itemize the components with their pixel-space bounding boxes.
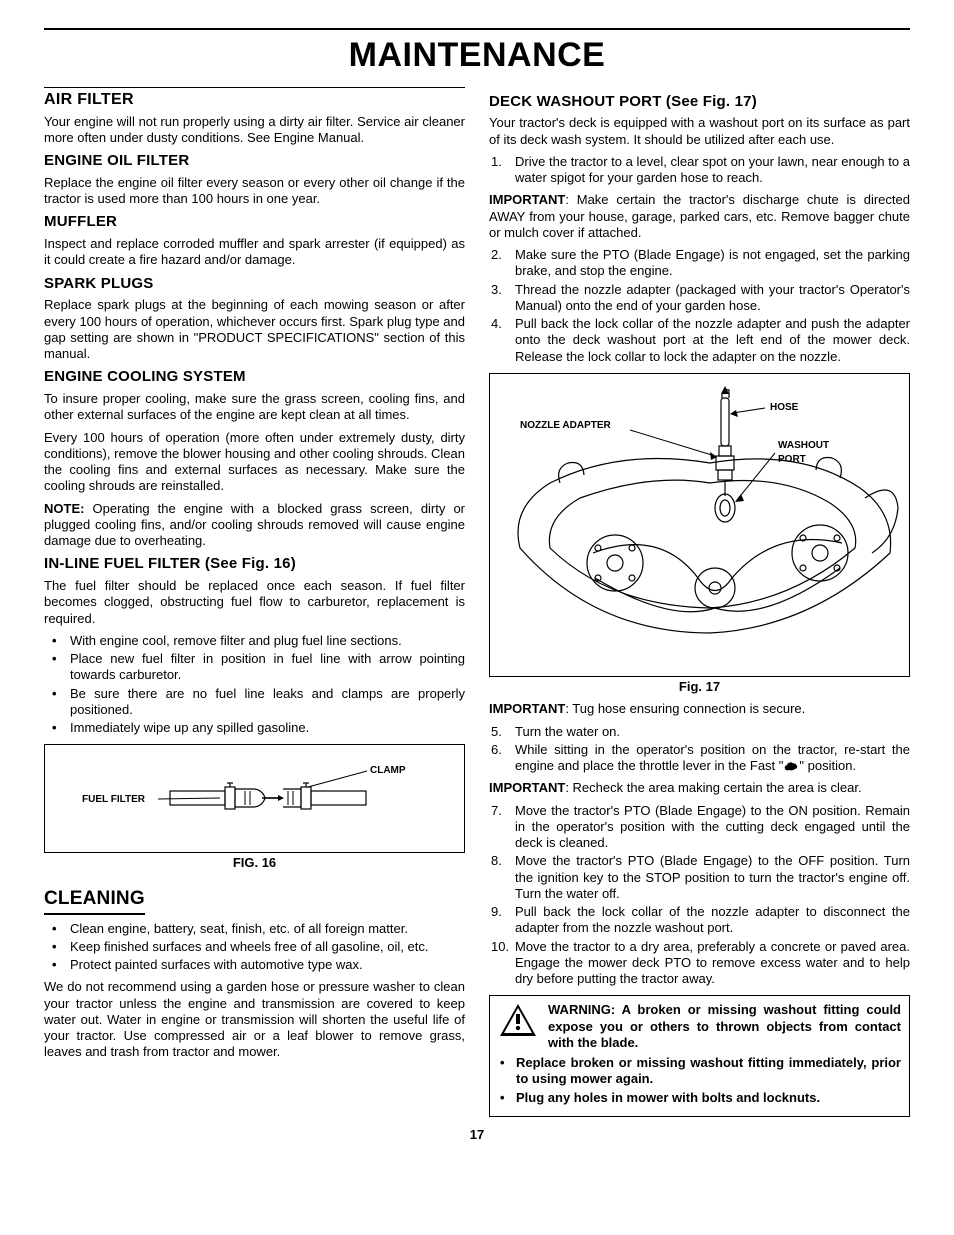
left-column: AIR FILTER Your engine will not run prop… — [44, 83, 465, 1121]
cooling-p1: To insure proper cooling, make sure the … — [44, 391, 465, 424]
fuel-filter-heading: IN-LINE FUEL FILTER (See Fig. 16) — [44, 555, 465, 574]
list-item: Thread the nozzle adapter (packaged with… — [489, 282, 910, 315]
important-prefix: IMPORTANT — [489, 780, 565, 795]
deck-steps-7-10: Move the tractor's PTO (Blade Engage) to… — [489, 803, 910, 988]
air-filter-heading: AIR FILTER — [44, 87, 465, 110]
list-item: Plug any holes in mower with bolts and l… — [498, 1090, 901, 1106]
important-prefix: IMPORTANT — [489, 701, 565, 716]
deck-imp1: IMPORTANT: Make certain the tractor's di… — [489, 192, 910, 241]
cooling-note: NOTE: Operating the engine with a blocke… — [44, 501, 465, 550]
fig17-hose-label: HOSE — [770, 402, 799, 413]
warning-icon — [498, 1002, 538, 1038]
list-item: Immediately wipe up any spilled gasoline… — [44, 720, 465, 736]
deck-imp2: IMPORTANT: Tug hose ensuring connection … — [489, 701, 910, 717]
engine-oil-body: Replace the engine oil filter every seas… — [44, 175, 465, 208]
figure-16-box: FUEL FILTER CLAMP — [44, 744, 465, 852]
fig16-clamp-label: CLAMP — [370, 765, 406, 776]
list-item: Move the tractor to a dry area, preferab… — [489, 939, 910, 988]
list-item: Pull back the lock collar of the nozzle … — [489, 316, 910, 365]
deck-steps-2-4: Make sure the PTO (Blade Engage) is not … — [489, 247, 910, 365]
important-prefix: IMPORTANT — [489, 192, 565, 207]
fig16-fuel-filter-label: FUEL FILTER — [82, 794, 146, 805]
spark-body: Replace spark plugs at the beginning of … — [44, 297, 465, 362]
muffler-heading: MUFFLER — [44, 213, 465, 232]
fig17-caption: Fig. 17 — [489, 679, 910, 695]
cooling-heading: ENGINE COOLING SYSTEM — [44, 368, 465, 387]
warning-box: WARNING: A broken or missing washout fit… — [489, 995, 910, 1117]
list-item: Protect painted surfaces with automotive… — [44, 957, 465, 973]
list-item: Place new fuel filter in position in fue… — [44, 651, 465, 684]
cleaning-list: Clean engine, battery, seat, finish, etc… — [44, 921, 465, 974]
figure-16-svg: FUEL FILTER CLAMP — [70, 751, 440, 841]
list-item: Be sure there are no fuel line leaks and… — [44, 686, 465, 719]
muffler-body: Inspect and replace corroded muffler and… — [44, 236, 465, 269]
fig17-nozzle-label: NOZZLE ADAPTER — [520, 420, 612, 431]
list-item: While sitting in the operator's position… — [489, 742, 910, 775]
list-item: Keep finished surfaces and wheels free o… — [44, 939, 465, 955]
right-column: DECK WASHOUT PORT (See Fig. 17) Your tra… — [489, 83, 910, 1121]
cooling-p2: Every 100 hours of operation (more often… — [44, 430, 465, 495]
list-item: Turn the water on. — [489, 724, 910, 740]
list-item: Pull back the lock collar of the nozzle … — [489, 904, 910, 937]
fuel-filter-p1: The fuel filter should be replaced once … — [44, 578, 465, 627]
air-filter-body: Your engine will not run properly using … — [44, 114, 465, 147]
rabbit-icon — [783, 760, 799, 772]
list-item: With engine cool, remove filter and plug… — [44, 633, 465, 649]
list-item: Clean engine, battery, seat, finish, etc… — [44, 921, 465, 937]
imp3-text: : Recheck the area making certain the ar… — [565, 780, 861, 795]
warning-text: WARNING: A broken or missing washout fit… — [548, 1002, 901, 1051]
figure-17-svg: HOSE NOZZLE ADAPTER WASHOUT PORT — [500, 378, 900, 668]
list-item: Replace broken or missing washout fittin… — [498, 1055, 901, 1088]
two-column-layout: AIR FILTER Your engine will not run prop… — [44, 83, 910, 1121]
list-item: Drive the tractor to a level, clear spot… — [489, 154, 910, 187]
deck-steps-5-6: Turn the water on. While sitting in the … — [489, 724, 910, 775]
top-rule — [44, 28, 910, 30]
cleaning-heading: CLEANING — [44, 887, 145, 915]
imp2-text: : Tug hose ensuring connection is secure… — [565, 701, 805, 716]
fig16-caption: FIG. 16 — [44, 855, 465, 871]
cleaning-p1: We do not recommend using a garden hose … — [44, 979, 465, 1060]
deck-steps-1: Drive the tractor to a level, clear spot… — [489, 154, 910, 187]
deck-heading: DECK WASHOUT PORT (See Fig. 17) — [489, 93, 910, 112]
list-item: Make sure the PTO (Blade Engage) is not … — [489, 247, 910, 280]
deck-imp3: IMPORTANT: Recheck the area making certa… — [489, 780, 910, 796]
warning-list: Replace broken or missing washout fittin… — [498, 1055, 901, 1106]
note-prefix: NOTE: — [44, 501, 84, 516]
fuel-filter-list: With engine cool, remove filter and plug… — [44, 633, 465, 737]
step6b: " position. — [799, 758, 856, 773]
list-item: Move the tractor's PTO (Blade Engage) to… — [489, 803, 910, 852]
page-title: MAINTENANCE — [44, 34, 910, 77]
spark-heading: SPARK PLUGS — [44, 275, 465, 294]
engine-oil-heading: ENGINE OIL FILTER — [44, 152, 465, 171]
note-text: Operating the engine with a blocked gras… — [44, 501, 465, 549]
fig17-port-label: PORT — [778, 454, 806, 465]
warning-header: WARNING: A broken or missing washout fit… — [498, 1002, 901, 1051]
deck-p1: Your tractor's deck is equipped with a w… — [489, 115, 910, 148]
fig17-washout-label: WASHOUT — [778, 440, 829, 451]
figure-17-box: HOSE NOZZLE ADAPTER WASHOUT PORT — [489, 373, 910, 677]
list-item: Move the tractor's PTO (Blade Engage) to… — [489, 853, 910, 902]
page-number: 17 — [44, 1127, 910, 1143]
